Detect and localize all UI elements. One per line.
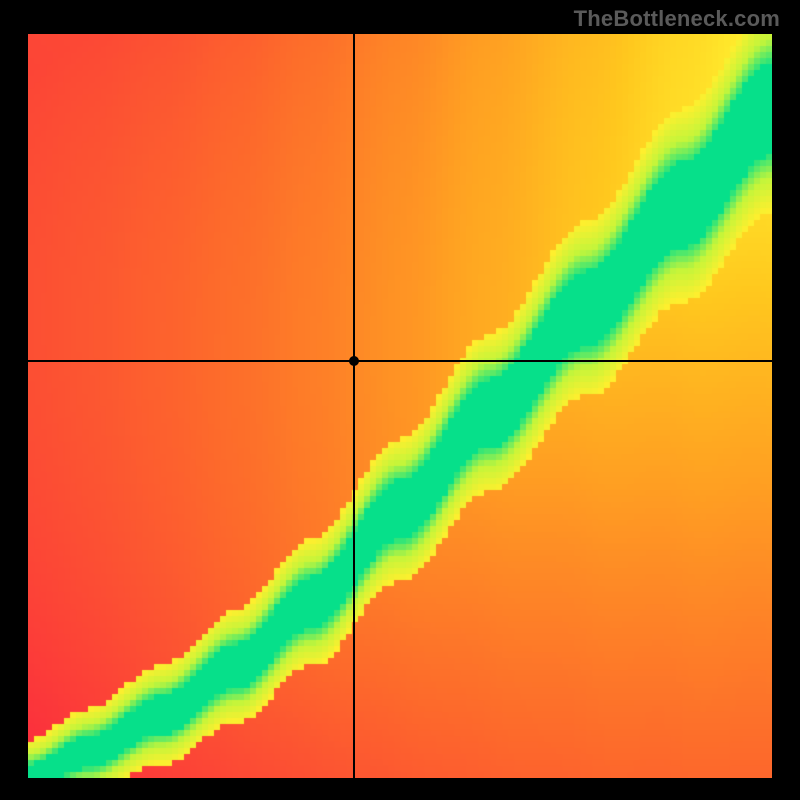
- plot-area: [28, 34, 772, 778]
- heatmap-canvas: [28, 34, 772, 778]
- chart-container: TheBottleneck.com: [0, 0, 800, 800]
- crosshair-horizontal: [28, 360, 772, 362]
- watermark-text: TheBottleneck.com: [574, 6, 780, 32]
- crosshair-marker: [349, 356, 359, 366]
- crosshair-vertical: [353, 34, 355, 778]
